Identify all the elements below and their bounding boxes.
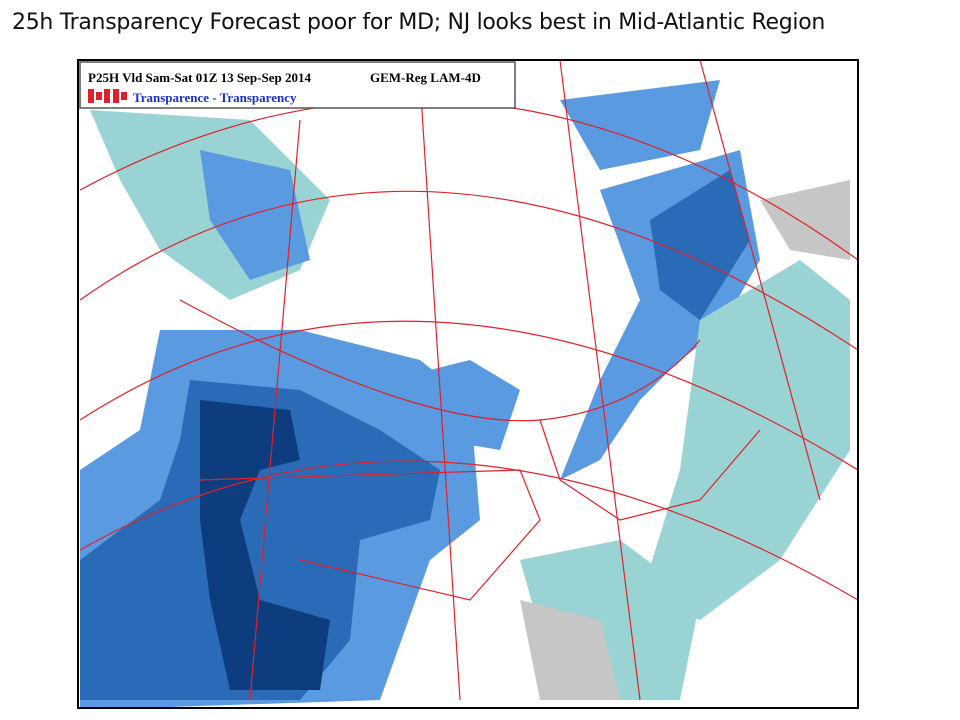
header-model: GEM-Reg LAM-4D [370, 70, 481, 85]
header-legend: Transparence - Transparency [133, 90, 297, 105]
boundaries [79, 61, 857, 701]
header-product: P25H Vld Sam-Sat 01Z 13 Sep-Sep 2014 [88, 70, 311, 85]
header-box: P25H Vld Sam-Sat 01Z 13 Sep-Sep 2014 GEM… [79, 61, 516, 109]
slide-title: 25h Transparency Forecast poor for MD; N… [12, 10, 826, 35]
forecast-field [80, 80, 850, 707]
